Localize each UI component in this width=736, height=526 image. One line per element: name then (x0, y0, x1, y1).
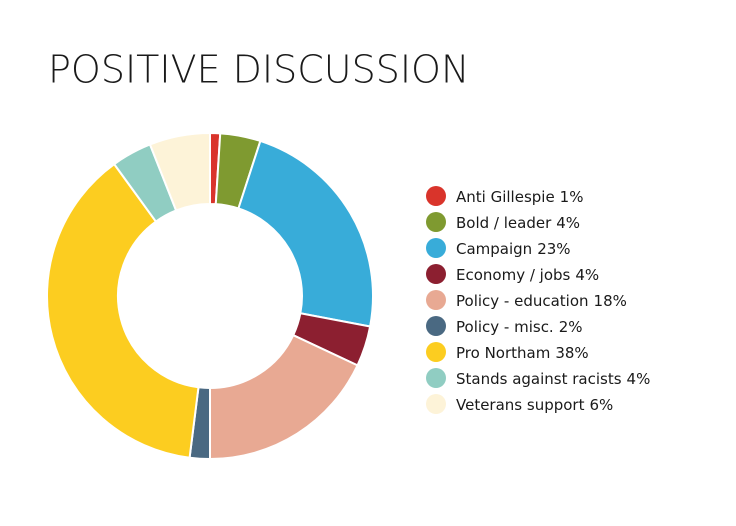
legend-label: Policy - misc. 2% (456, 318, 583, 336)
legend-label: Anti Gillespie 1% (456, 188, 583, 206)
legend-label: Policy - education 18% (456, 292, 627, 310)
legend-name: Bold / leader (456, 214, 552, 232)
legend-swatch (426, 368, 446, 388)
legend-name: Policy - education (456, 292, 589, 310)
legend-value: 2% (559, 318, 583, 336)
legend-name: Economy / jobs (456, 266, 571, 284)
legend-swatch (426, 394, 446, 414)
legend-value: 4% (575, 266, 599, 284)
donut-slice (237, 139, 374, 328)
legend-label: Stands against racists 4% (456, 370, 650, 388)
legend-value: 18% (594, 292, 627, 310)
legend-label: Campaign 23% (456, 240, 571, 258)
legend-swatch (426, 264, 446, 284)
legend-name: Campaign (456, 240, 532, 258)
donut-slice (148, 131, 211, 212)
legend-value: 1% (560, 188, 584, 206)
legend-swatch (426, 316, 446, 336)
chart-title: POSITIVE DISCUSSION (48, 48, 469, 92)
donut-slice (46, 162, 200, 459)
legend-label: Pro Northam 38% (456, 344, 589, 362)
legend-name: Policy - misc. (456, 318, 554, 336)
legend-swatch (426, 290, 446, 310)
legend-value: 4% (627, 370, 651, 388)
legend-value: 6% (589, 396, 613, 414)
legend-name: Anti Gillespie (456, 188, 555, 206)
legend-swatch (426, 186, 446, 206)
legend-swatch (426, 342, 446, 362)
legend-label: Economy / jobs 4% (456, 266, 599, 284)
legend-value: 23% (537, 240, 570, 258)
legend-label: Bold / leader 4% (456, 214, 580, 232)
legend-name: Stands against racists (456, 370, 622, 388)
legend-swatch (426, 212, 446, 232)
legend-label: Veterans support 6% (456, 396, 613, 414)
legend-name: Pro Northam (456, 344, 550, 362)
legend-swatch (426, 238, 446, 258)
legend-value: 38% (555, 344, 588, 362)
legend-value: 4% (556, 214, 580, 232)
legend-name: Veterans support (456, 396, 585, 414)
